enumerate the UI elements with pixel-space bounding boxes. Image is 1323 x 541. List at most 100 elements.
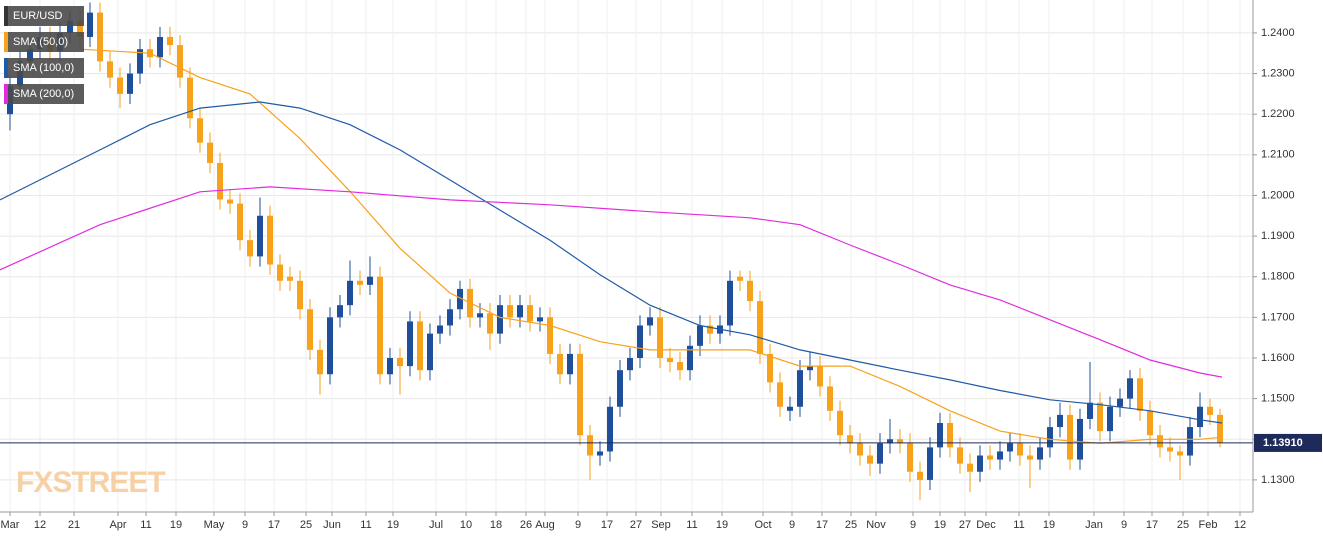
candle-body [637,325,643,358]
candle-body [477,313,483,318]
x-tick-label: 19 [716,519,728,531]
candle-body [487,313,493,334]
candle-body [667,357,673,363]
candle-body [917,471,923,480]
candle-body [1157,435,1163,448]
candle-body [677,362,683,371]
candle-body [357,280,363,285]
x-tick-label: Jan [1085,519,1103,531]
candle-body [1077,418,1083,460]
candle-body [797,370,803,407]
x-tick-label: 9 [242,519,248,531]
candle-body [927,447,933,480]
candle-body [1177,451,1183,456]
candle-body [1047,427,1053,448]
candle-body [957,447,963,464]
candle-body [827,386,833,411]
legend-label: SMA (200,0) [13,88,74,100]
candle-body [257,215,263,257]
x-tick-label: 11 [686,519,697,531]
candle-body [117,77,123,94]
candle-body [367,276,373,285]
x-tick-label: 17 [601,519,613,531]
candle-body [1137,378,1143,411]
candle-body [187,77,193,119]
candle-body [377,276,383,375]
plot [0,2,1253,501]
candle-body [577,353,583,436]
x-tick-label: Dec [976,519,996,531]
watermark: FXSTREET [16,466,165,499]
candle-body [937,423,943,448]
x-tick-label: Feb [1199,519,1218,531]
candle-body [887,439,893,444]
y-tick-label: 1.1800 [1261,271,1295,283]
candle-body [947,423,953,448]
candle-body [77,20,83,37]
candle-body [747,280,753,302]
candle-body [617,370,623,407]
x-tick-label: 18 [490,519,502,531]
candle-body [557,353,563,375]
candle-body [527,305,533,322]
candle-body [607,406,613,452]
legend-label: EUR/USD [13,10,63,22]
x-tick-label: 27 [630,519,642,531]
candle-body [837,410,843,436]
candle-body [817,366,823,387]
candle-body [1217,414,1223,443]
candle-body [287,276,293,281]
legend-box [4,84,84,104]
candle-body [347,280,353,306]
x-tick-label: 17 [268,519,280,531]
candle-body [267,215,273,265]
x-tick-label: 17 [816,519,828,531]
candle-body [1097,402,1103,432]
y-tick-label: 1.1300 [1261,474,1295,486]
last-price-label: 1.13910 [1263,437,1303,449]
candle-body [407,321,413,367]
candle-body [1167,447,1173,452]
candle-body [207,142,213,163]
candle-body [427,333,433,371]
x-tick-label: 12 [1234,519,1246,531]
candle-body [157,36,163,58]
candle-body [807,366,813,371]
candle-body [707,325,713,334]
candle-body [537,317,543,322]
candle-body [1027,455,1033,460]
candle-body [97,12,103,62]
x-tick-label: Jul [429,519,443,531]
candle-body [967,463,973,472]
x-tick-label: 21 [68,519,80,531]
candle-body [1067,414,1073,460]
legend-label: SMA (100,0) [13,62,74,74]
candle-body [1037,447,1043,460]
candle-body [277,264,283,281]
x-tick-label: 17 [1146,519,1158,531]
candle-body [1057,414,1063,428]
y-tick-label: 1.2300 [1261,67,1295,79]
x-tick-label: 25 [300,519,312,531]
candle-body [737,276,743,281]
candle-body [197,118,203,143]
x-tick-label: 10 [460,519,472,531]
x-tick-label: Sep [651,519,671,531]
x-tick-label: 25 [1177,519,1189,531]
sma-line [79,48,1223,444]
candle-body [647,317,653,326]
candle-body [387,357,393,375]
candle-body [1127,378,1133,399]
candle-body [1087,402,1093,419]
x-tick-label: 11 [360,519,371,531]
candle-body [1107,406,1113,432]
legend-swatch [4,32,8,52]
candle-body [327,317,333,375]
candle-body [447,309,453,326]
candle-body [787,406,793,411]
candle-body [627,357,633,371]
x-tick-label: Aug [535,519,555,531]
y-tick-label: 1.2100 [1261,149,1295,161]
sma-line [0,101,1223,424]
